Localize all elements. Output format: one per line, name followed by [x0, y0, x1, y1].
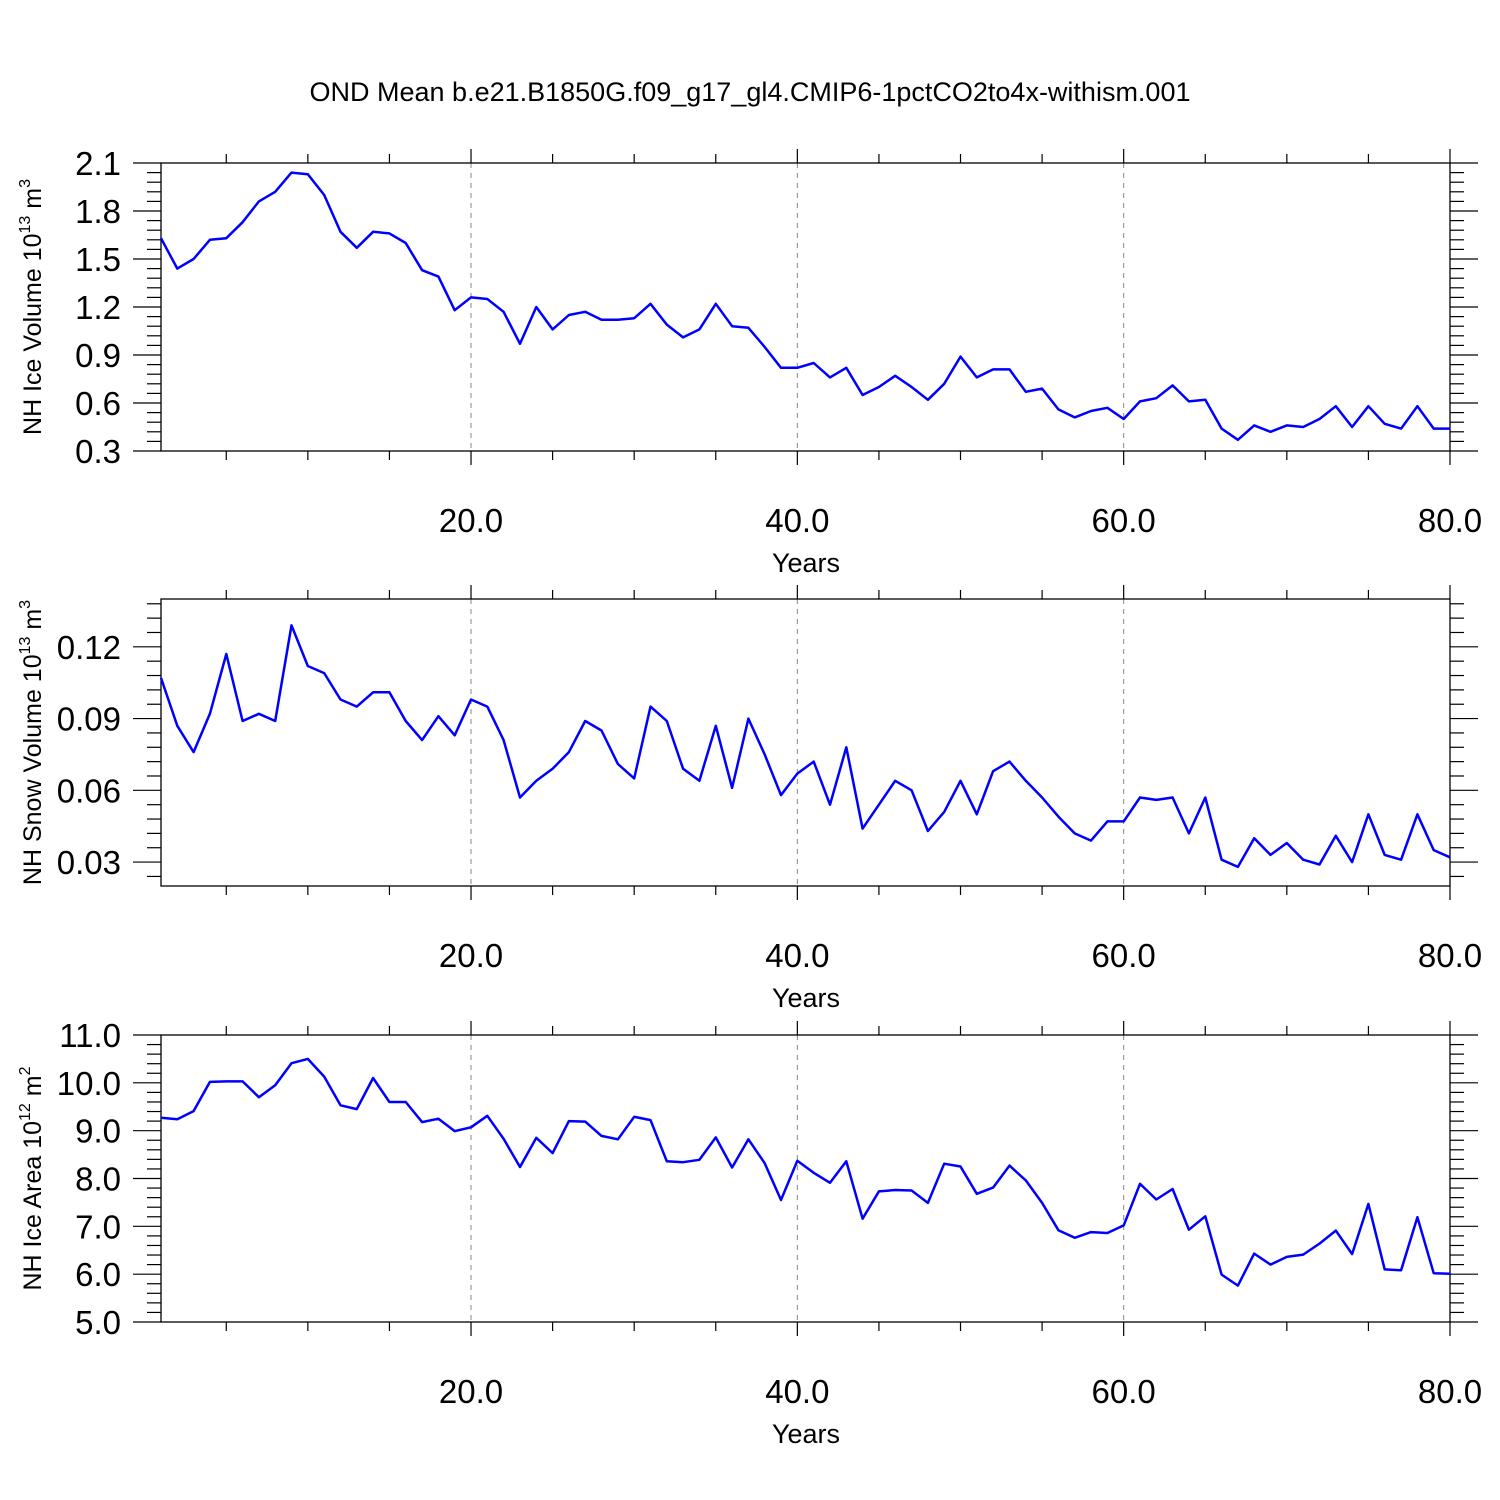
- series-line: [159, 624, 1451, 869]
- plot-frame: [160, 598, 1451, 887]
- x-tick-label: 40.0: [765, 1373, 829, 1410]
- y-axis-label-superscript: 13: [17, 216, 34, 234]
- y-axis-label-part: m: [19, 188, 47, 216]
- y-axis-label-part: m: [19, 1075, 47, 1103]
- y-tick-label: 0.12: [57, 629, 121, 666]
- x-tick-label: 40.0: [765, 502, 829, 539]
- x-tick-label: 20.0: [439, 1373, 503, 1410]
- y-axis-label-superscript: 3: [17, 179, 34, 188]
- x-tick-label: 80.0: [1418, 937, 1482, 974]
- x-tick-label: 60.0: [1092, 502, 1156, 539]
- chart-title: OND Mean b.e21.B1850G.f09_g17_gl4.CMIP6-…: [310, 77, 1191, 107]
- x-axis-label: Years: [772, 1419, 840, 1449]
- x-axis-label: Years: [772, 983, 840, 1013]
- y-tick-label: 0.03: [57, 844, 121, 881]
- panels: 20.0 40.0 60.0 80.0 Years 0.3 0.6 0.9 1.2 1.5 1.8 2…: [17, 145, 1482, 1449]
- panel-2: 20.0 40.0 60.0 80.0 Years 0.03 0.06 0.09 0.12 NH …: [17, 585, 1482, 1013]
- y-tick-label: 10.0: [57, 1065, 121, 1102]
- y-axis-label: NH Ice Volume 1013 m3: [17, 179, 47, 435]
- y-axis-label: NH Ice Area 1012 m2: [17, 1066, 47, 1290]
- y-tick-label: 0.09: [57, 701, 121, 738]
- y-axis-label-part: m: [19, 609, 47, 637]
- y-tick-label: 0.9: [75, 337, 121, 374]
- y-tick-label: 11.0: [59, 1017, 121, 1054]
- series-line: [160, 1057, 1451, 1287]
- y-axis-label: NH Snow Volume 1013 m3: [17, 600, 47, 885]
- y-tick-label: 5.0: [75, 1304, 121, 1341]
- y-axis-label-superscript: 3: [17, 600, 34, 609]
- y-tick-label: 1.2: [75, 289, 121, 326]
- x-tick-label: 60.0: [1092, 937, 1156, 974]
- y-tick-label: 0.3: [75, 433, 121, 470]
- y-tick-label: 1.5: [75, 241, 121, 278]
- y-tick-label: 2.1: [75, 145, 121, 182]
- x-tick-label: 80.0: [1418, 1373, 1482, 1410]
- y-axis-label-superscript: 13: [17, 637, 34, 655]
- x-tick-label: 20.0: [439, 937, 503, 974]
- y-axis-label-superscript: 2: [17, 1066, 34, 1075]
- y-tick-label: 1.8: [75, 193, 121, 230]
- y-tick-label: 0.6: [75, 385, 121, 422]
- panel-1: 20.0 40.0 60.0 80.0 Years 0.3 0.6 0.9 1.2 1.5 1.8 2…: [17, 145, 1482, 578]
- y-tick-label: 8.0: [75, 1161, 121, 1198]
- x-tick-label: 20.0: [439, 502, 503, 539]
- plot-frame: [160, 162, 1451, 452]
- y-axis-label-part: NH Ice Volume 10: [19, 233, 47, 435]
- panel-3: 20.0 40.0 60.0 80.0 Years 5.0 6.0 7.0 8.0 9.0 10.0…: [17, 1017, 1482, 1449]
- y-axis-label-part: NH Snow Volume 10: [19, 654, 47, 885]
- x-tick-label: 40.0: [765, 937, 829, 974]
- x-tick-label: 80.0: [1418, 502, 1482, 539]
- y-tick-label: 9.0: [75, 1113, 121, 1150]
- plot-frame: [160, 1034, 1451, 1323]
- y-axis-label-part: NH Ice Area 10: [19, 1121, 47, 1291]
- y-tick-label: 6.0: [75, 1256, 121, 1293]
- y-axis-label-superscript: 12: [17, 1103, 34, 1121]
- x-axis-label: Years: [772, 548, 840, 578]
- x-tick-label: 60.0: [1092, 1373, 1156, 1410]
- y-tick-label: 0.06: [57, 772, 121, 809]
- series-line: [159, 171, 1450, 442]
- y-tick-label: 7.0: [75, 1208, 121, 1245]
